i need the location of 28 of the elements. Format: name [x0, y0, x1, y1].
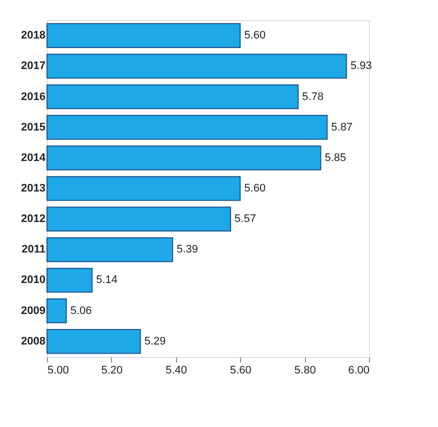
- data-label: 5.60: [244, 182, 266, 194]
- data-label: 5.87: [331, 121, 353, 134]
- data-label: 5.57: [234, 213, 256, 226]
- x-tick-label: 5.80: [294, 364, 316, 376]
- data-label: 5.60: [244, 30, 266, 42]
- y-tick-label: 2013: [21, 182, 46, 194]
- x-tick-label: 5.40: [166, 364, 188, 376]
- data-label: 5.78: [302, 90, 324, 103]
- y-tick-label: 2012: [21, 213, 46, 226]
- y-tick-label: 2008: [21, 335, 46, 348]
- data-label: 5.85: [324, 152, 346, 164]
- data-label: 5.29: [144, 335, 166, 348]
- y-tick-label: 2011: [22, 244, 46, 256]
- data-label: 5.14: [96, 274, 118, 286]
- x-tick-label: 5.60: [230, 364, 252, 376]
- data-label: 5.39: [176, 244, 198, 256]
- y-tick-label: 2009: [21, 304, 46, 317]
- data-label: 5.06: [70, 304, 92, 317]
- y-tick-label: 2015: [21, 121, 46, 134]
- y-tick-label: 2010: [21, 274, 46, 286]
- y-tick-label: 2014: [21, 152, 46, 164]
- y-tick-label: 2016: [21, 90, 46, 103]
- y-tick-label: 2017: [21, 60, 46, 72]
- x-tick-label: 5.20: [101, 364, 123, 376]
- x-tick-label: 5.00: [48, 364, 69, 376]
- y-tick-label: 2018: [21, 30, 46, 42]
- x-tick-label: 6.00: [348, 364, 370, 376]
- data-label: 5.93: [350, 60, 372, 72]
